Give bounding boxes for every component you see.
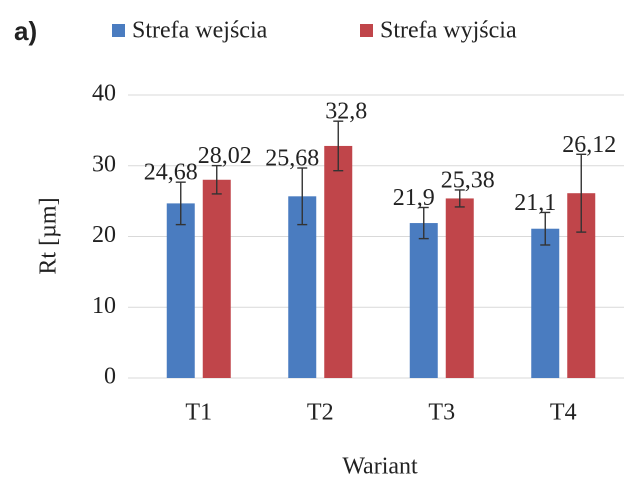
value-label: 21,1 — [514, 190, 556, 216]
bar — [531, 228, 560, 378]
x-tick-label: T4 — [550, 400, 577, 426]
legend-label: Strefa wyjścia — [380, 18, 517, 44]
value-label: 21,9 — [393, 185, 435, 211]
bar — [166, 203, 195, 378]
bar — [288, 196, 317, 378]
y-tick-label: 20 — [92, 222, 116, 248]
x-tick-label: T1 — [185, 400, 212, 426]
panel-label: a) — [14, 16, 37, 46]
legend-swatch — [112, 24, 125, 37]
y-axis-label: Rt [µm] — [36, 197, 62, 274]
legend-label: Strefa wejścia — [132, 18, 268, 44]
x-tick-label: T2 — [307, 400, 334, 426]
y-tick-label: 30 — [92, 151, 116, 177]
value-label: 26,12 — [562, 132, 616, 158]
bar — [202, 179, 231, 378]
x-tick-label: T3 — [428, 400, 455, 426]
value-label: 24,68 — [144, 160, 198, 186]
bar — [409, 223, 438, 378]
bar — [324, 145, 353, 378]
x-axis-label: Wariant — [342, 454, 418, 480]
y-tick-label: 0 — [104, 364, 116, 390]
y-tick-label: 10 — [92, 293, 116, 319]
value-label: 25,38 — [441, 167, 495, 193]
value-label: 25,68 — [265, 146, 319, 172]
bar — [445, 198, 474, 378]
value-label: 28,02 — [198, 143, 252, 169]
legend-swatch — [360, 24, 373, 37]
y-tick-label: 40 — [92, 81, 116, 107]
value-label: 32,8 — [325, 99, 367, 125]
